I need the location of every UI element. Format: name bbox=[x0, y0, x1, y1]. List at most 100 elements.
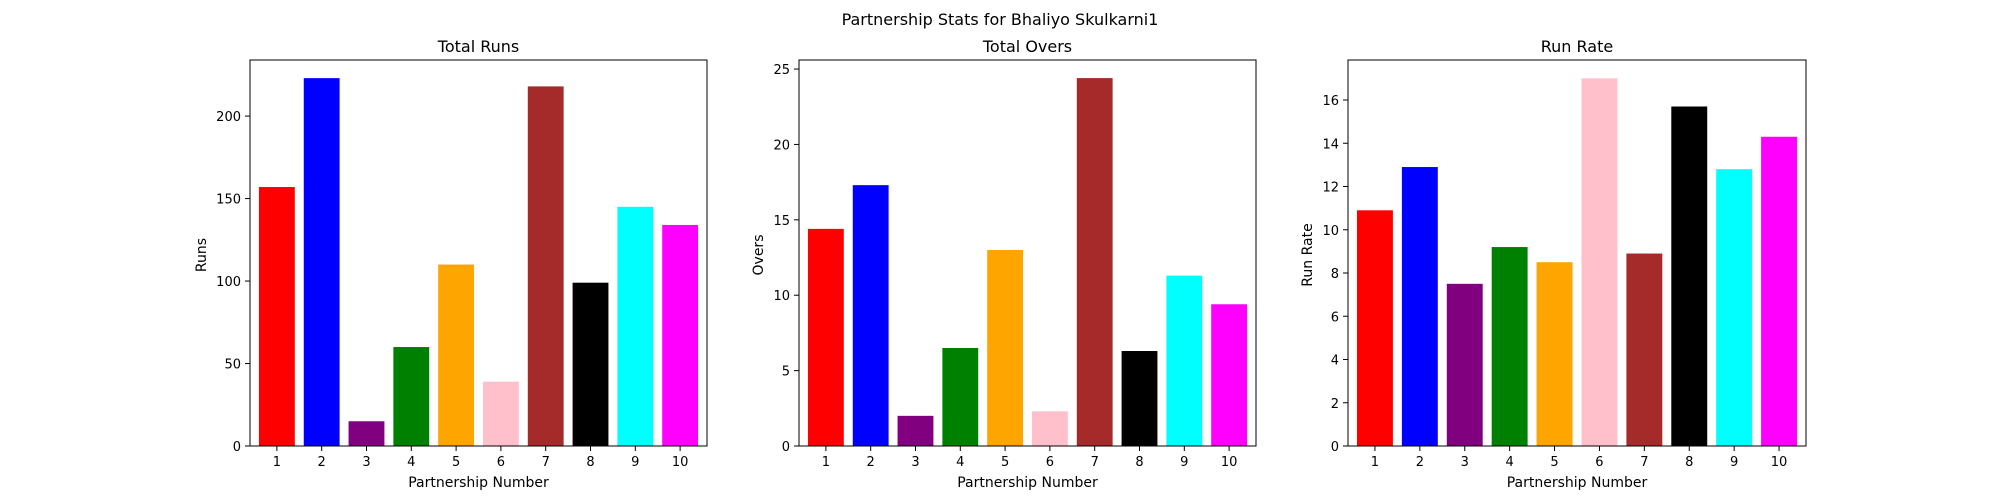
x-tick-label: 2 bbox=[318, 455, 326, 470]
y-axis-label: Runs bbox=[194, 238, 210, 272]
bar bbox=[987, 249, 1024, 446]
panel-title: Total Overs bbox=[982, 37, 1072, 56]
x-tick-label: 7 bbox=[542, 455, 550, 470]
y-tick-label: 14 bbox=[1322, 137, 1339, 152]
y-tick-label: 0 bbox=[782, 440, 790, 455]
axes-frame bbox=[249, 59, 708, 447]
y-tick-label: 6 bbox=[1331, 310, 1339, 325]
bar bbox=[1761, 136, 1798, 446]
bar bbox=[662, 224, 699, 446]
x-tick-label: 5 bbox=[1001, 455, 1009, 470]
x-tick-label: 3 bbox=[911, 455, 919, 470]
x-tick-label: 5 bbox=[1550, 455, 1558, 470]
bar bbox=[1626, 253, 1663, 446]
x-tick-label: 3 bbox=[1461, 455, 1469, 470]
bar bbox=[258, 187, 295, 446]
bar bbox=[897, 415, 934, 446]
x-tick-label: 3 bbox=[362, 455, 370, 470]
x-tick-label: 9 bbox=[631, 455, 639, 470]
x-tick-label: 7 bbox=[1091, 455, 1099, 470]
bar bbox=[1581, 78, 1618, 446]
x-tick-label: 10 bbox=[1221, 455, 1238, 470]
x-tick-label: 4 bbox=[1506, 455, 1514, 470]
x-axis-label: Partnership Number bbox=[957, 475, 1098, 491]
bar bbox=[1121, 351, 1158, 446]
x-tick-label: 2 bbox=[1416, 455, 1424, 470]
bar bbox=[1401, 167, 1438, 446]
bar bbox=[1536, 262, 1573, 446]
y-tick-label: 0 bbox=[233, 440, 241, 455]
x-tick-label: 5 bbox=[452, 455, 460, 470]
y-tick-label: 4 bbox=[1331, 354, 1339, 369]
bar bbox=[617, 206, 654, 446]
y-tick-label: 2 bbox=[1331, 397, 1339, 412]
axes-frame bbox=[1347, 59, 1807, 447]
chart-total-overs: Total Overs Partnership Number Overs 1 2 3… bbox=[751, 37, 1257, 491]
y-tick-label: 5 bbox=[782, 365, 790, 380]
y-tick-label: 15 bbox=[773, 214, 790, 229]
panel-title: Run Rate bbox=[1541, 37, 1613, 56]
x-tick-label: 10 bbox=[672, 455, 689, 470]
y-tick-label: 50 bbox=[224, 358, 241, 373]
bar bbox=[303, 78, 340, 447]
plot-area: 1 2 3 4 5 6 7 8 9 10 0 5 10 15 20 25 bbox=[773, 59, 1257, 470]
bar bbox=[852, 185, 889, 446]
x-tick-label: 1 bbox=[273, 455, 281, 470]
y-axis-label: Overs bbox=[751, 235, 767, 276]
x-tick-label: 8 bbox=[1135, 455, 1143, 470]
y-tick-label: 100 bbox=[216, 275, 241, 290]
x-tick-label: 9 bbox=[1730, 455, 1738, 470]
y-tick-label: 0 bbox=[1331, 440, 1339, 455]
x-axis-label: Partnership Number bbox=[1507, 475, 1648, 491]
bar bbox=[1491, 247, 1528, 446]
x-tick-label: 1 bbox=[822, 455, 830, 470]
x-tick-label: 4 bbox=[407, 455, 415, 470]
bar bbox=[393, 347, 430, 446]
y-tick-label: 10 bbox=[1322, 224, 1339, 239]
x-tick-label: 8 bbox=[586, 455, 594, 470]
bar bbox=[1166, 275, 1203, 446]
x-tick-label: 6 bbox=[1595, 455, 1603, 470]
y-tick-label: 20 bbox=[773, 138, 790, 153]
bar bbox=[527, 86, 564, 447]
bar bbox=[1076, 78, 1113, 446]
x-tick-label: 4 bbox=[956, 455, 964, 470]
y-tick-label: 10 bbox=[773, 289, 790, 304]
x-tick-label: 2 bbox=[867, 455, 875, 470]
bar bbox=[348, 421, 385, 446]
bar bbox=[1716, 169, 1753, 447]
bar bbox=[482, 381, 519, 446]
x-tick-label: 1 bbox=[1371, 455, 1379, 470]
bar bbox=[807, 228, 844, 446]
y-tick-label: 150 bbox=[216, 193, 241, 208]
bar bbox=[942, 347, 979, 446]
chart-total-runs: Total Runs Partnership Number Runs 1 2 3 4 5… bbox=[194, 37, 708, 491]
x-tick-label: 9 bbox=[1180, 455, 1188, 470]
bar bbox=[1211, 304, 1248, 446]
figure-title: Partnership Stats for Bhaliyo Skulkarni1 bbox=[842, 10, 1159, 29]
y-tick-label: 16 bbox=[1322, 94, 1339, 109]
bar bbox=[1031, 411, 1068, 446]
x-tick-label: 6 bbox=[497, 455, 505, 470]
bar bbox=[1446, 283, 1483, 446]
bar bbox=[572, 282, 609, 446]
y-tick-label: 12 bbox=[1322, 181, 1339, 196]
y-tick-label: 8 bbox=[1331, 267, 1339, 282]
x-tick-label: 8 bbox=[1685, 455, 1693, 470]
x-tick-label: 10 bbox=[1771, 455, 1788, 470]
y-tick-label: 25 bbox=[773, 63, 790, 78]
bar bbox=[1671, 106, 1708, 447]
axes-frame bbox=[798, 59, 1257, 447]
bar bbox=[438, 264, 475, 446]
panel-title: Total Runs bbox=[437, 37, 519, 56]
bar bbox=[1356, 210, 1393, 446]
y-tick-label: 200 bbox=[216, 110, 241, 125]
x-tick-label: 7 bbox=[1640, 455, 1648, 470]
x-axis-label: Partnership Number bbox=[408, 475, 549, 491]
y-axis-label: Run Rate bbox=[1300, 223, 1316, 286]
x-tick-label: 6 bbox=[1046, 455, 1054, 470]
